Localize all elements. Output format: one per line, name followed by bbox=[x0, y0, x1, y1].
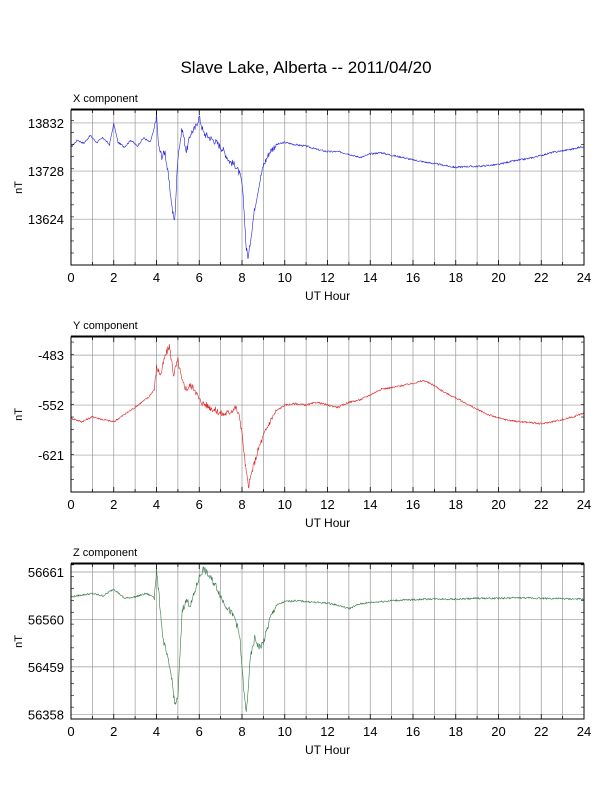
y-component-panel-label: Y component bbox=[73, 320, 138, 332]
z-component-chart: 0 2 4 6 8 10 12 14 16 18 20 22 245635856459565605666… bbox=[13, 547, 591, 757]
z-component-xtick-label: 10 bbox=[278, 724, 292, 739]
x-component-ytick-label: 13624 bbox=[28, 212, 64, 227]
y-component-xtick-label: 14 bbox=[363, 497, 377, 512]
x-component-xtick-label: 10 bbox=[278, 270, 292, 285]
page-title: Slave Lake, Alberta -- 2011/04/20 bbox=[180, 58, 432, 77]
y-component-xtick-label: 20 bbox=[491, 497, 505, 512]
z-component-xtick-label: 16 bbox=[406, 724, 420, 739]
z-component-xtick-label: 24 bbox=[577, 724, 591, 739]
x-component-xtick-label: 18 bbox=[449, 270, 463, 285]
z-component-xtick-label: 22 bbox=[534, 724, 548, 739]
y-component-xtick-label: 0 bbox=[67, 497, 74, 512]
z-component-xtick-label: 18 bbox=[449, 724, 463, 739]
z-component-xtick-label: 12 bbox=[320, 724, 334, 739]
x-component-xtick-label: 2 bbox=[110, 270, 117, 285]
x-component-xtick-label: 20 bbox=[491, 270, 505, 285]
y-component-xtick-label: 6 bbox=[196, 497, 203, 512]
x-component-xtick-label: 14 bbox=[363, 270, 377, 285]
y-component-xtick-label: 10 bbox=[278, 497, 292, 512]
y-component-xtick-label: 12 bbox=[320, 497, 334, 512]
x-component-xtick-label: 0 bbox=[67, 270, 74, 285]
y-component-xtick-label: 18 bbox=[449, 497, 463, 512]
x-component-xtick-label: 16 bbox=[406, 270, 420, 285]
z-component-xtick-label: 6 bbox=[196, 724, 203, 739]
x-component-xtick-label: 22 bbox=[534, 270, 548, 285]
x-component-panel-label: X component bbox=[73, 93, 138, 105]
y-component-xtick-label: 2 bbox=[110, 497, 117, 512]
x-component-ytick-label: 13832 bbox=[28, 116, 64, 131]
x-component-yaxis-label: nT bbox=[13, 181, 25, 194]
z-component-xaxis-label: UT Hour bbox=[305, 743, 350, 757]
x-component-xaxis-label: UT Hour bbox=[305, 289, 350, 303]
y-component-xaxis-label: UT Hour bbox=[305, 516, 350, 530]
x-component-ytick-label: 13728 bbox=[28, 164, 64, 179]
y-component-yaxis-label: nT bbox=[13, 408, 25, 421]
z-component-xtick-label: 14 bbox=[363, 724, 377, 739]
z-component-ytick-label: 56358 bbox=[28, 707, 64, 722]
y-component-xtick-label: 4 bbox=[153, 497, 160, 512]
x-component-xtick-label: 8 bbox=[238, 270, 245, 285]
z-component-xtick-label: 8 bbox=[238, 724, 245, 739]
y-component-series-line bbox=[70, 343, 585, 489]
z-component-xtick-label: 20 bbox=[491, 724, 505, 739]
y-component-ytick-label: -483 bbox=[38, 348, 64, 363]
y-component-xtick-label: 16 bbox=[406, 497, 420, 512]
z-component-yaxis-label: nT bbox=[13, 635, 25, 648]
x-component-xtick-label: 4 bbox=[153, 270, 160, 285]
x-component-xtick-label: 6 bbox=[196, 270, 203, 285]
y-component-xtick-label: 22 bbox=[534, 497, 548, 512]
y-component-xtick-label: 8 bbox=[238, 497, 245, 512]
z-component-ytick-label: 56661 bbox=[28, 565, 64, 580]
z-component-xtick-label: 2 bbox=[110, 724, 117, 739]
z-component-panel-label: Z component bbox=[73, 547, 137, 559]
y-component-xtick-label: 24 bbox=[577, 497, 591, 512]
z-component-xtick-label: 4 bbox=[153, 724, 160, 739]
x-component-xtick-label: 12 bbox=[320, 270, 334, 285]
z-component-xtick-label: 0 bbox=[67, 724, 74, 739]
z-component-ytick-label: 56459 bbox=[28, 660, 64, 675]
z-component-ytick-label: 56560 bbox=[28, 612, 64, 627]
y-component-ytick-label: -621 bbox=[38, 448, 64, 463]
y-component-ytick-label: -552 bbox=[38, 398, 64, 413]
x-component-xtick-label: 24 bbox=[577, 270, 591, 285]
